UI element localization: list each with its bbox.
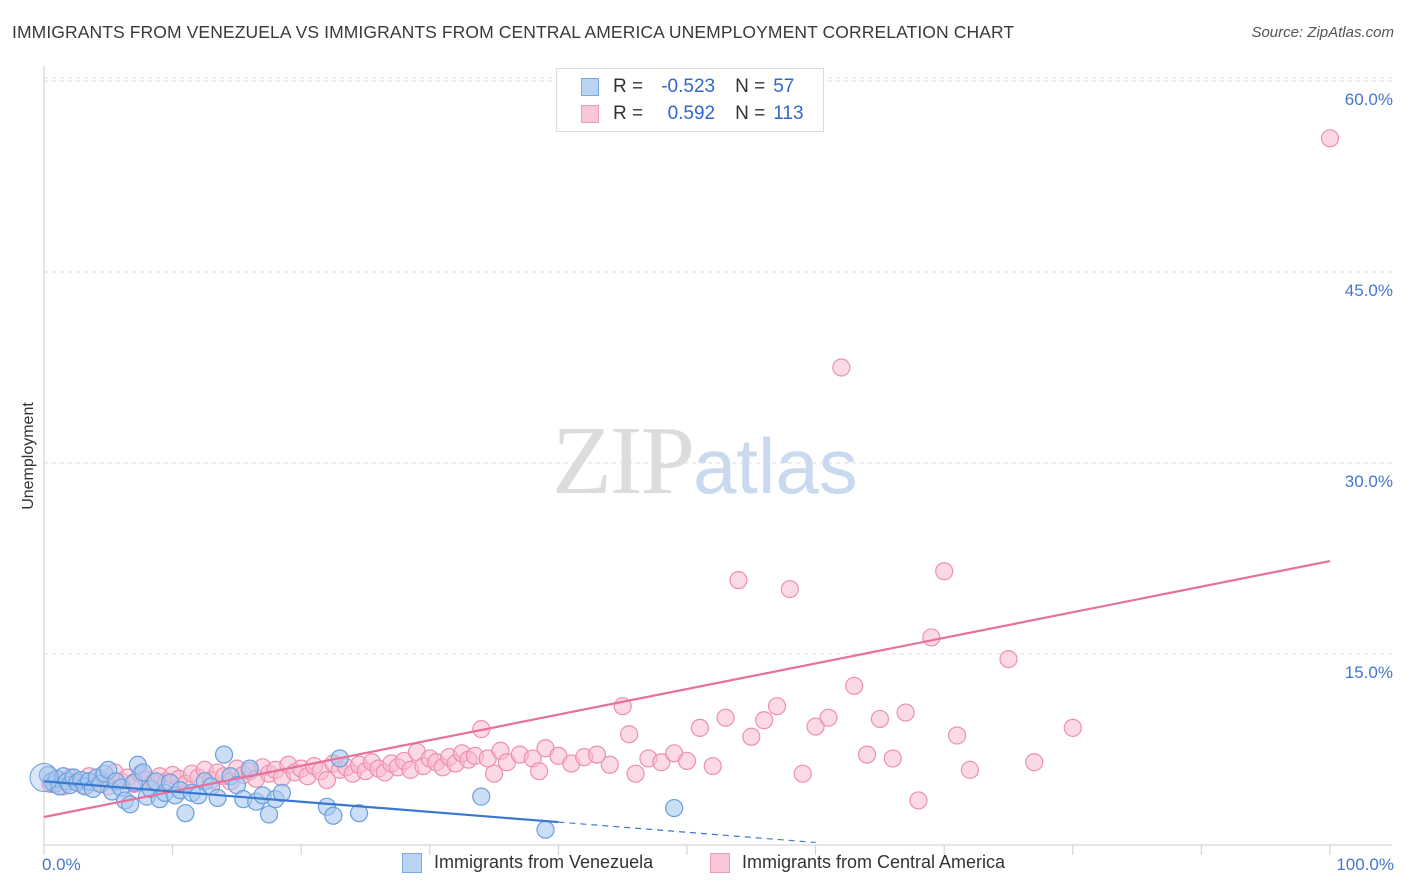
point-central-america — [1320, 129, 1340, 148]
point-central-america — [922, 628, 941, 647]
point-central-america — [870, 709, 890, 729]
zipatlas-watermark: ZIPatlas — [552, 405, 858, 517]
watermark-zip: ZIP — [552, 407, 695, 515]
axes — [43, 66, 1392, 855]
point-central-america — [716, 708, 735, 727]
y-tick-label: 60.0% — [1345, 90, 1393, 109]
trend-line-central-america — [43, 559, 1331, 819]
point-central-america — [819, 708, 838, 727]
legend-row-central-america: R = 0.592 N = 113 — [581, 102, 804, 126]
point-venezuela — [272, 783, 292, 802]
trend-line-venezuela — [43, 780, 559, 824]
point-central-america — [587, 745, 607, 764]
point-venezuela — [133, 763, 153, 782]
x-tick-label: 0.0% — [42, 855, 81, 874]
grid-lines — [44, 77, 1392, 655]
point-venezuela — [176, 804, 195, 823]
watermark-atlas: atlas — [693, 422, 858, 510]
point-venezuela — [259, 805, 279, 824]
point-venezuela — [324, 806, 343, 825]
stats-legend: R = -0.523 N = 57 R = 0.592 N = 113 — [556, 68, 824, 132]
point-central-america — [780, 579, 799, 599]
legend-r-value: -0.523 — [661, 76, 716, 97]
point-central-america — [909, 791, 928, 810]
point-central-america — [626, 764, 645, 783]
point-central-america — [485, 764, 504, 783]
point-venezuela — [214, 745, 234, 764]
legend-item-central-america: Immigrants from Central America — [710, 852, 1005, 873]
point-central-america — [755, 711, 774, 730]
legend-r-label: R = — [613, 103, 644, 124]
point-central-america — [703, 756, 722, 776]
legend-n-label: N = — [735, 103, 766, 124]
y-tick-label: 15.0% — [1345, 663, 1393, 682]
point-central-america — [947, 726, 967, 745]
point-venezuela — [472, 787, 491, 806]
legend-n-value: 113 — [773, 103, 804, 124]
trend-lines — [43, 559, 1331, 844]
point-central-america — [767, 697, 787, 716]
point-venezuela — [665, 798, 684, 818]
point-central-america — [729, 571, 748, 590]
point-venezuela — [349, 804, 369, 823]
point-central-america — [600, 755, 619, 774]
point-central-america — [530, 762, 549, 781]
point-central-america — [845, 676, 864, 695]
point-central-america — [960, 760, 980, 779]
point-central-america — [1025, 753, 1044, 772]
point-central-america — [677, 751, 697, 771]
legend-swatch-central-america — [710, 852, 730, 873]
point-central-america — [806, 717, 825, 736]
point-central-america — [935, 562, 954, 581]
legend-label-central-america: Immigrants from Central America — [742, 852, 1006, 872]
point-central-america — [793, 764, 812, 783]
legend-r-label: R = — [613, 76, 644, 97]
point-central-america — [742, 727, 761, 746]
legend-row-venezuela: R = -0.523 N = 57 — [581, 75, 794, 99]
legend-label-venezuela: Immigrants from Venezuela — [434, 852, 654, 872]
point-central-america — [999, 649, 1018, 669]
point-central-america — [883, 749, 902, 768]
y-tick-label: 45.0% — [1345, 281, 1393, 300]
legend-n-value: 57 — [773, 76, 795, 97]
axis-labels: 15.0% 30.0% 45.0% 60.0% 0.0% 100.0% Unemployme… — [20, 90, 1394, 874]
y-tick-label: 30.0% — [1345, 472, 1393, 491]
point-central-america — [896, 703, 915, 722]
point-central-america — [690, 718, 709, 737]
legend-swatch-venezuela — [581, 78, 599, 96]
series-central-america — [41, 129, 1340, 810]
legend-item-venezuela: Immigrants from Venezuela — [402, 852, 653, 873]
point-central-america — [317, 770, 337, 790]
point-venezuela — [536, 820, 555, 839]
trend-line-venezuela-extension — [558, 821, 816, 844]
point-central-america — [652, 753, 671, 772]
point-central-america — [832, 358, 851, 377]
y-axis-label: Unemployment — [20, 402, 37, 510]
point-venezuela — [29, 763, 59, 793]
point-central-america — [1063, 718, 1082, 737]
legend-n-label: N = — [735, 76, 766, 97]
source-label: Source: ZipAtlas.com — [1251, 24, 1394, 41]
chart-title: IMMIGRANTS FROM VENEZUELA VS IMMIGRANTS … — [12, 22, 1015, 42]
legend-swatch-venezuela — [402, 852, 422, 873]
point-central-america — [857, 745, 877, 764]
series-legend: Immigrants from Venezuela Immigrants fro… — [0, 852, 1406, 876]
point-central-america — [620, 725, 639, 744]
x-tick-label: 100.0% — [1336, 855, 1394, 874]
legend-swatch-central-america — [581, 105, 599, 123]
legend-r-value: 0.592 — [667, 103, 716, 124]
point-venezuela — [208, 788, 227, 807]
